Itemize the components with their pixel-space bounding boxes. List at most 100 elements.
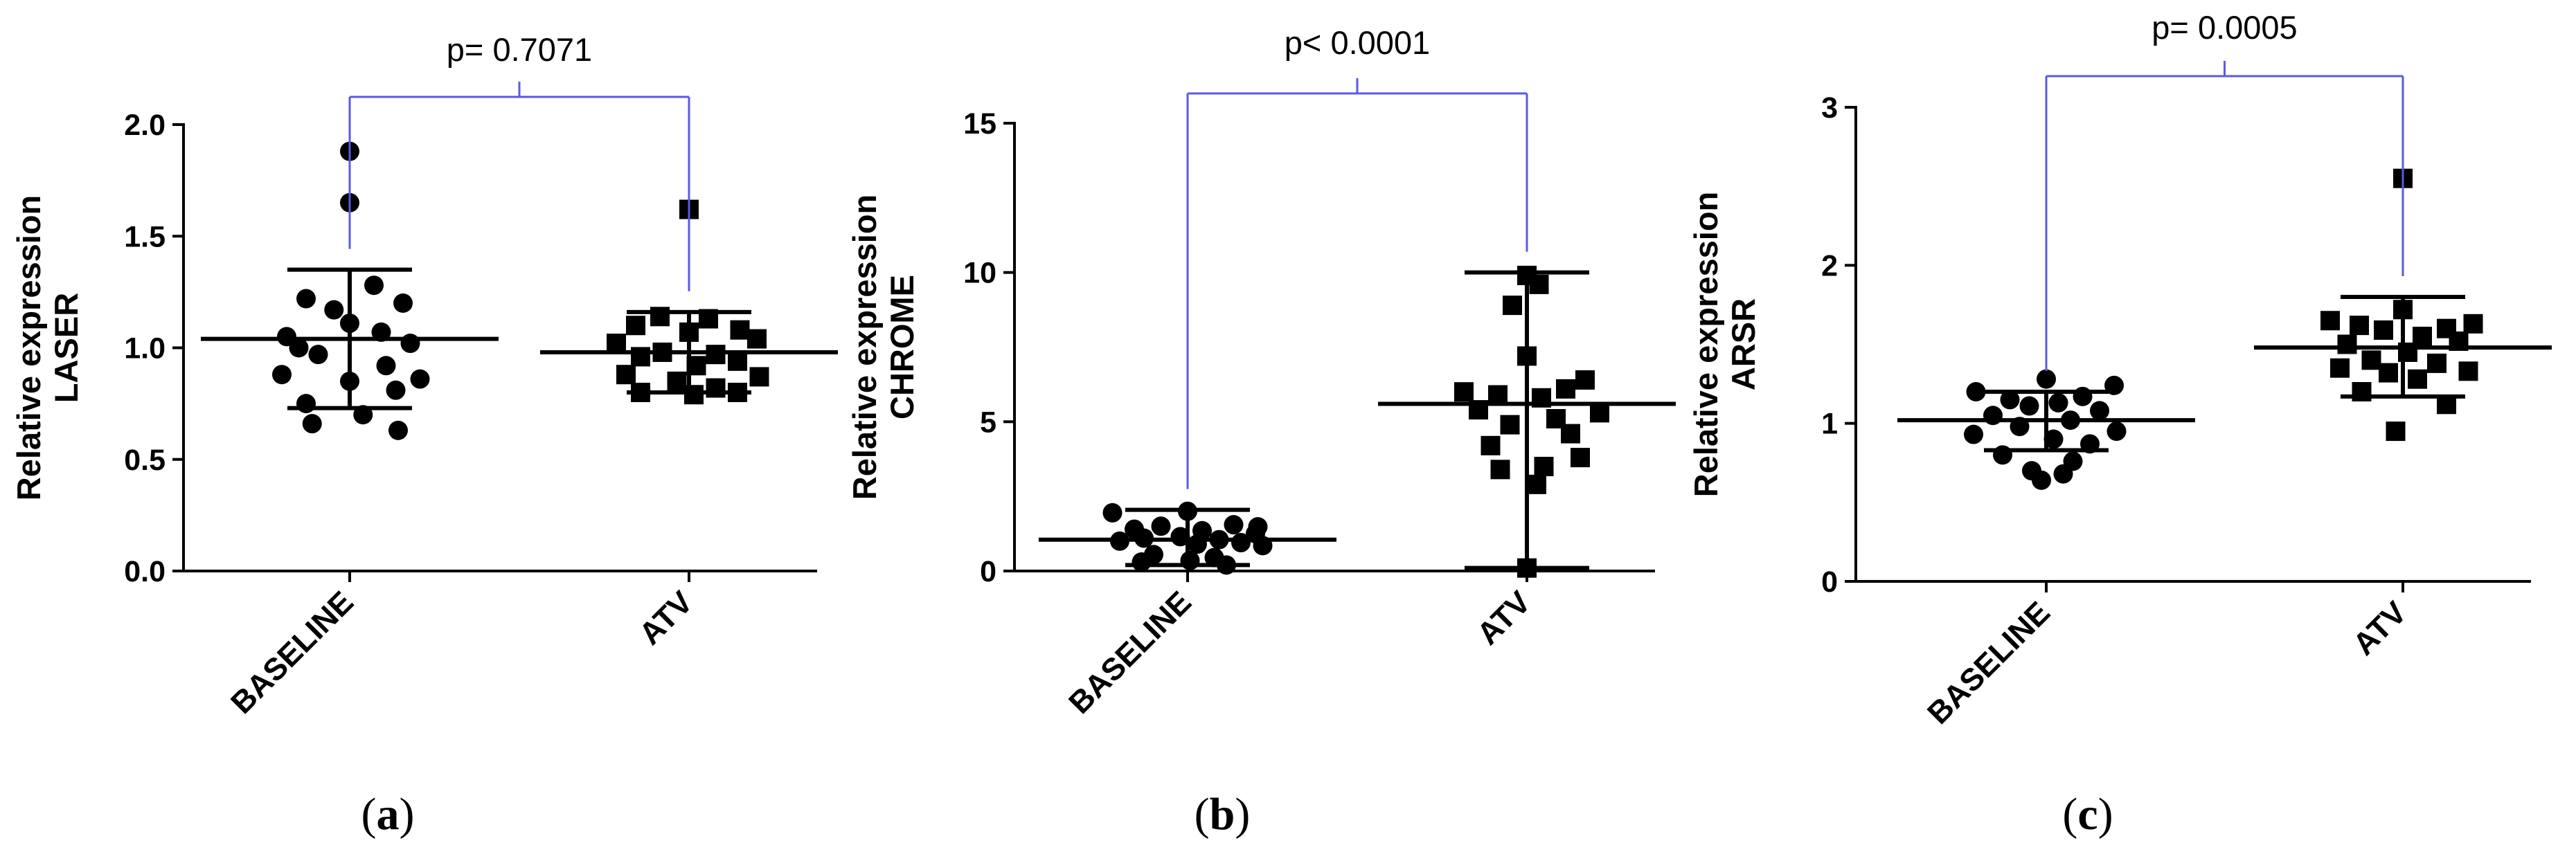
data-point [386,380,406,400]
data-point [706,378,726,398]
data-point [1209,529,1229,550]
data-point [1571,448,1590,468]
data-point [1575,370,1595,390]
y-tick-label: 10 [963,257,996,290]
data-point [296,394,316,414]
data-point [2427,353,2447,373]
data-point [410,369,430,389]
data-point [2449,331,2469,351]
data-point [364,275,384,296]
data-point [2043,429,2064,449]
data-point [2437,395,2456,415]
data-point [2386,422,2406,442]
data-point [353,405,373,425]
data-point [2361,350,2381,370]
data-point [1180,550,1200,570]
data-point [728,383,747,402]
data-point [2061,410,2080,430]
data-point [686,356,706,376]
data-point [2048,392,2068,413]
x-tick-label-baseline: BASELINE [224,584,360,720]
data-point [1556,379,1575,399]
data-point [2073,386,2093,406]
data-point [607,334,626,354]
data-point [2330,358,2350,378]
data-point [376,356,396,376]
y-axis-label: Relative expression [10,195,47,501]
data-point [1488,385,1508,405]
data-point [388,420,408,440]
panel-c: 0 1 2 3 BASELINE ATV Relative expression ARSR p=… [1688,9,2552,840]
data-point [747,329,767,349]
data-point [1500,415,1520,435]
p-value-label: p= 0.7071 [447,31,592,68]
panel-label: (c) [2062,789,2113,840]
panel-label: (b) [1195,789,1251,840]
y-axis-label: Relative expression [846,194,883,500]
data-point [631,347,650,367]
data-point [667,371,687,391]
data-point [1481,435,1501,455]
data-point [340,314,359,334]
data-point [1527,474,1546,494]
y-axis-label-gene: CHROME [884,275,920,419]
data-point [2104,375,2124,395]
data-point [1110,531,1129,551]
data-point [1590,403,1609,423]
data-point [2393,300,2413,320]
data-point [2458,361,2478,381]
data-point [2379,363,2398,383]
data-point [2463,314,2483,334]
data-point [1454,382,1474,402]
data-point [2320,311,2340,331]
data-point [1253,536,1273,556]
data-point [1532,388,1551,408]
data-point [340,371,359,391]
data-point [1151,516,1171,536]
data-point [2090,401,2109,421]
data-point [371,322,391,342]
x-tick-label-baseline: BASELINE [1062,584,1198,720]
y-tick-label: 0.5 [124,444,166,477]
panel-b: 0 5 10 15 BASELINE ATV Relative expression CHRO… [846,24,1676,840]
data-point [1132,552,1152,572]
data-point [631,383,650,402]
data-point [2010,417,2030,437]
data-point [302,414,322,434]
data-point [730,320,750,340]
data-point [728,351,747,371]
data-point [2398,342,2417,362]
y-tick-label: 1.0 [124,332,166,365]
data-point [1993,445,2012,465]
data-point [1178,501,1197,521]
data-point [1231,533,1251,553]
data-point [308,345,328,365]
data-point [2000,390,2020,410]
data-point [1170,527,1190,547]
data-point [706,345,726,365]
y-axis-label: Relative expression [1688,192,1724,498]
data-point [324,300,344,320]
x-tick-label-atv: ATV [632,584,699,651]
y-tick-label: 0 [980,555,996,588]
data-point [1490,460,1510,480]
data-point [2337,334,2357,354]
y-tick-label: 0.0 [124,555,166,588]
x-tick-label-atv: ATV [2346,595,2413,662]
data-point [650,307,670,327]
data-point [2408,369,2427,389]
data-point [1134,528,1154,548]
y-tick-label: 2 [1821,249,1838,282]
data-point [1503,296,1522,316]
data-point [679,322,699,342]
y-tick-label: 1 [1821,408,1838,441]
data-point [1102,502,1122,523]
data-point [2037,369,2056,389]
x-tick-label-atv: ATV [1470,584,1537,651]
data-point [2053,464,2073,484]
data-point [2080,434,2100,454]
data-point [2019,396,2039,416]
data-point [1224,515,1244,535]
data-point [1529,274,1549,294]
